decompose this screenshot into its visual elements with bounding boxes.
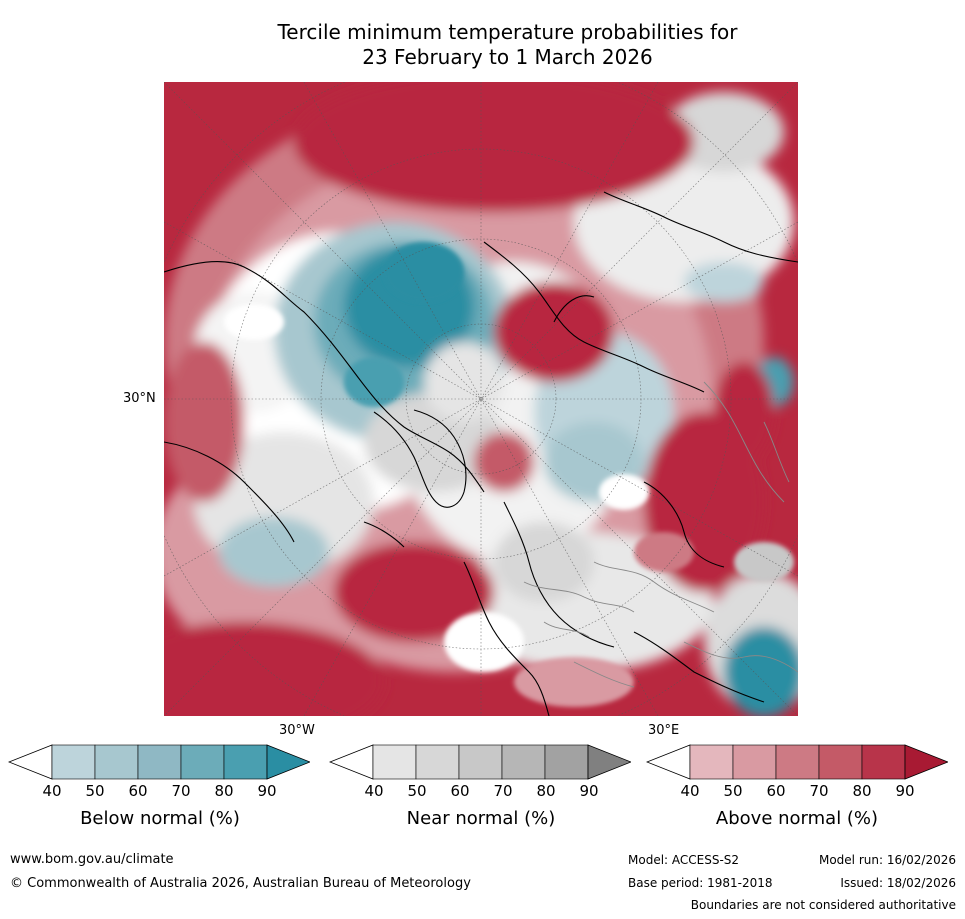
boundaries-disclaimer: Boundaries are not considered authoritat… [690,898,956,912]
colorbar-title-below: Below normal (%) [80,808,240,829]
colorbar-cell [501,744,546,780]
colorbar-cell [415,744,460,780]
tick-label: 80 [852,782,872,800]
colorbar-near-normal [329,744,631,780]
colorbar-cell [51,744,96,780]
colorbar-title-above: Above normal (%) [715,808,879,829]
base-period: Base period: 1981-2018 [628,876,773,890]
tick-label: 50 [85,782,105,800]
colorbar-cell [372,744,417,780]
colorbar-cell [180,744,225,780]
tick-label: 60 [766,782,786,800]
tick-label: 70 [171,782,191,800]
model-run-date: Model run: 16/02/2026 [818,853,956,867]
tick-label: 40 [680,782,700,800]
tick-label: 90 [895,782,915,800]
country-borders [523,381,798,688]
colorbar-max-extension [904,744,948,780]
colorbar-cell [544,744,589,780]
probability-map [164,82,798,716]
tick-label: 40 [42,782,62,800]
tick-label: 80 [536,782,556,800]
colorbar-title-near: Near normal (%) [406,808,556,829]
coastlines [164,191,798,716]
colorbar-cell [689,744,734,780]
title-line-1: Tercile minimum temperature probabilitie… [277,20,738,44]
probability-detail [224,242,794,707]
tick-label: 50 [723,782,743,800]
tick-label: 90 [579,782,599,800]
colorbar-cell [94,744,139,780]
colorbar-cell [861,744,906,780]
colorbar-cell [775,744,820,780]
tick-label: 80 [214,782,234,800]
map-title: Tercile minimum temperature probabilitie… [0,20,965,70]
tick-label: 70 [493,782,513,800]
issued-date: Issued: 18/02/2026 [840,876,956,890]
colorbar-cell [458,744,503,780]
model-name: Model: ACCESS-S2 [628,853,740,867]
colorbar-min-extension [8,744,53,780]
tick-label: 70 [809,782,829,800]
colorbar-cell [137,744,182,780]
website-link[interactable]: www.bom.gov.au/climate [10,852,174,867]
colorbar-min-extension [329,744,374,780]
colorbar-above-normal [646,744,948,780]
longitude-label-30e: 30°E [648,723,680,738]
tick-label: 60 [450,782,470,800]
colorbar-max-extension [266,744,310,780]
colorbar-cell [818,744,863,780]
longitude-label-30w: 30°W [279,723,315,738]
colorbar-cell [732,744,777,780]
copyright-text: © Commonwealth of Australia 2026, Austra… [10,876,471,891]
tick-label: 90 [257,782,277,800]
title-line-2: 23 February to 1 March 2026 [362,45,653,69]
colorbar-below-normal [8,744,310,780]
tick-label: 50 [407,782,427,800]
tick-label: 60 [128,782,148,800]
colorbar-min-extension [646,744,691,780]
graticule [164,82,798,716]
tick-label: 40 [364,782,384,800]
colorbar-cell [223,744,268,780]
latitude-label-30n: 30°N [123,391,156,406]
colorbar-max-extension [587,744,631,780]
